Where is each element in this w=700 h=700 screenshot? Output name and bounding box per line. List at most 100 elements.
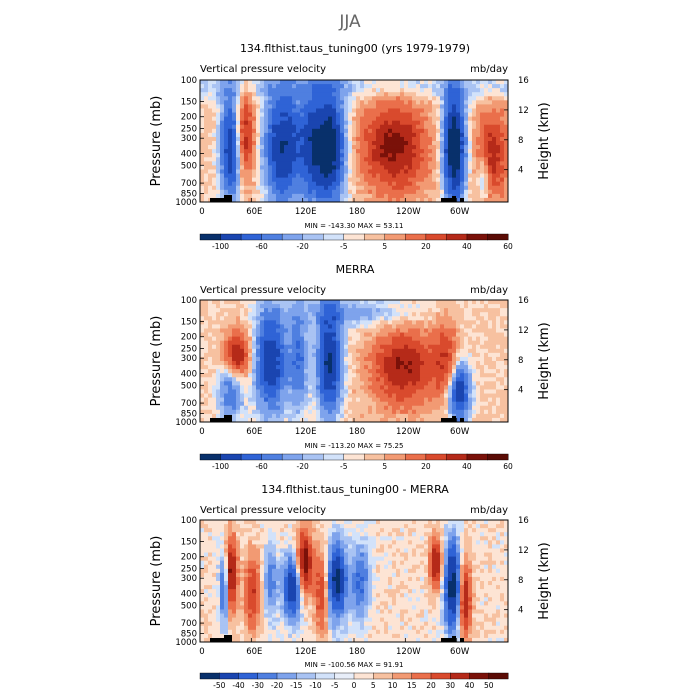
heatmap-cell [252, 304, 257, 309]
heatmap-cell [272, 304, 277, 309]
heatmap-cell [460, 340, 465, 346]
heatmap-cell [504, 120, 509, 126]
heatmap-cell [340, 356, 345, 362]
heatmap-cell [228, 320, 233, 325]
heatmap-cell [388, 116, 393, 122]
heatmap-cell [240, 409, 245, 415]
heatmap-cell [228, 161, 233, 166]
heatmap-cell [244, 181, 249, 187]
heatmap-cell [436, 92, 441, 97]
heatmap-cell [500, 124, 505, 130]
heatmap-cell [460, 108, 465, 113]
heatmap-cell [352, 108, 357, 113]
heatmap-cell [320, 389, 325, 394]
heatmap-cell [504, 197, 509, 203]
heatmap-cell [392, 84, 397, 89]
heatmap-cell [488, 80, 493, 85]
heatmap-cell [440, 132, 445, 138]
heatmap-cell [300, 304, 305, 309]
heatmap-cell [404, 141, 409, 146]
heatmap-cell [380, 413, 385, 419]
heatmap-cell [368, 405, 373, 411]
heatmap-cell [424, 104, 429, 109]
heatmap-cell [292, 328, 297, 333]
heatmap-cell [460, 120, 465, 126]
heatmap-cell [220, 556, 225, 562]
heatmap-cell [404, 348, 409, 354]
heatmap-cell [304, 381, 309, 386]
heatmap-cell [260, 193, 265, 199]
heatmap-cell [376, 377, 381, 382]
heatmap-cell [308, 185, 313, 191]
heatmap-cell [504, 328, 509, 333]
heatmap-cell [404, 385, 409, 390]
heatmap-cell [408, 312, 413, 317]
colorbar-swatch [446, 233, 468, 241]
heatmap-cell [236, 369, 241, 374]
heatmap-cell [420, 189, 425, 195]
heatmap-cell [360, 88, 365, 93]
heatmap-cell [464, 344, 469, 350]
heatmap-cell [408, 120, 413, 126]
heatmap-cell [208, 601, 213, 606]
heatmap-cell [336, 361, 341, 366]
heatmap-cell [404, 177, 409, 183]
heatmap-cell [360, 369, 365, 374]
heatmap-cell [200, 356, 205, 362]
heatmap-cell [332, 157, 337, 162]
y-tick-label-right: 16 [518, 296, 529, 306]
heatmap-cell [412, 413, 417, 419]
heatmap-cell [448, 340, 453, 346]
heatmap-cell [396, 189, 401, 195]
heatmap-cell [284, 181, 289, 187]
heatmap-cell [396, 409, 401, 415]
heatmap-cell [296, 304, 301, 309]
heatmap-cell [268, 96, 273, 101]
heatmap-cell [332, 332, 337, 337]
heatmap-cell [372, 300, 377, 305]
heatmap-cell [376, 316, 381, 321]
heatmap-cell [500, 189, 505, 195]
heatmap-cell [396, 348, 401, 354]
heatmap-cell [448, 304, 453, 309]
heatmap-cell [476, 108, 481, 113]
heatmap-cell [388, 312, 393, 317]
heatmap-cell [224, 389, 229, 394]
heatmap-cell [424, 344, 429, 350]
heatmap-cell [448, 141, 453, 146]
heatmap-cell [276, 340, 281, 346]
heatmap-cell [268, 88, 273, 93]
panel-title: MERRA [336, 263, 375, 276]
heatmap-cell [364, 393, 369, 398]
heatmap-cell [464, 401, 469, 407]
heatmap-cell [344, 365, 349, 370]
heatmap-cell [372, 88, 377, 93]
heatmap-cell [252, 397, 257, 403]
heatmap-cell [388, 332, 393, 337]
heatmap-cell [228, 88, 233, 93]
heatmap-cell [236, 153, 241, 158]
heatmap-cell [484, 332, 489, 337]
heatmap-cell [348, 352, 353, 358]
heatmap-cell [232, 181, 237, 187]
heatmap-cell [304, 312, 309, 317]
heatmap-cell [388, 365, 393, 370]
heatmap-cell [244, 108, 249, 113]
heatmap-cell [444, 145, 449, 150]
heatmap-cell [440, 385, 445, 390]
heatmap-cell [232, 324, 237, 329]
heatmap-cell [392, 92, 397, 97]
heatmap-cell [464, 316, 469, 321]
heatmap-cell [344, 417, 349, 423]
heatmap-cell [356, 385, 361, 390]
heatmap-cell [452, 116, 457, 122]
heatmap-cell [492, 336, 497, 342]
heatmap-cell [260, 361, 265, 366]
heatmap-cell [320, 328, 325, 333]
heatmap-cell [460, 112, 465, 117]
heatmap-cell [344, 389, 349, 394]
heatmap-cell [400, 377, 405, 382]
heatmap-cell [284, 397, 289, 403]
heatmap-cell [444, 136, 449, 142]
y-tick-label-right: 12 [518, 326, 529, 336]
